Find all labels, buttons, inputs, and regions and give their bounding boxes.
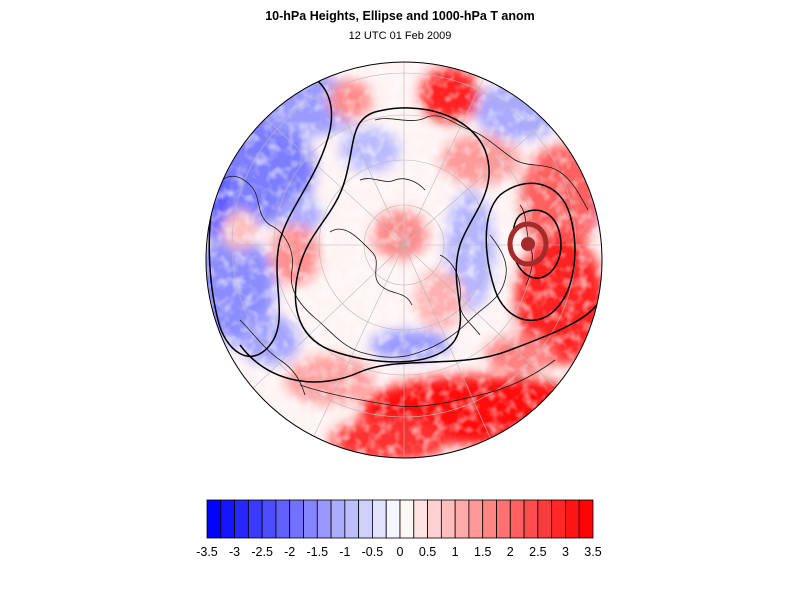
graticule (206, 62, 602, 458)
colorbar-swatch (344, 499, 360, 539)
colorbar-swatch (372, 499, 387, 539)
colorbar-tick-label: 0.5 (419, 545, 436, 559)
colorbar-swatch (261, 499, 277, 539)
map-subtitle: 12 UTC 01 Feb 2009 (348, 30, 452, 42)
colorbar-swatch (399, 499, 415, 539)
colorbar-tick-label: 1.5 (474, 545, 491, 559)
colorbar-swatch (234, 499, 249, 539)
globe-outline (205, 61, 603, 459)
colorbar-tick-label: -1.5 (307, 545, 329, 559)
colorbar-swatch (551, 499, 566, 539)
vortex-ellipse (507, 221, 549, 267)
colorbar-swatch (468, 499, 484, 539)
colorbar-swatch (275, 499, 291, 539)
colorbar-swatch (220, 499, 235, 539)
colorbar-swatch (537, 499, 553, 539)
colorbar-swatch (330, 499, 346, 539)
colorbar-swatch (509, 499, 525, 539)
colorbar-swatch (565, 499, 580, 539)
colorbar-swatch (206, 499, 222, 539)
colorbar-swatch (427, 499, 442, 539)
colorbar-tick-label: 1 (452, 545, 459, 559)
height-contours (208, 67, 601, 383)
colorbar-tick-label: -1 (339, 545, 350, 559)
colorbar-swatch (496, 499, 511, 539)
colorbar-tick-label: 2 (507, 545, 514, 559)
colorbar-tick-label: -3.5 (196, 545, 218, 559)
colorbar-swatch (385, 499, 401, 539)
colorbar-tick-label: 3 (562, 545, 569, 559)
map-title: 10-hPa Heights, Ellipse and 1000-hPa T a… (265, 9, 535, 23)
temperature-anomaly-field (206, 62, 602, 458)
colorbar-tick-label: -2 (284, 545, 295, 559)
colorbar-tick-label: 2.5 (529, 545, 546, 559)
colorbar-swatch (523, 499, 539, 539)
colorbar-swatch (413, 499, 428, 539)
colorbar-swatch (247, 499, 263, 539)
colorbar-swatch (358, 499, 373, 539)
colorbar-tick-label: 0 (397, 545, 404, 559)
colorbar-swatch (289, 499, 304, 539)
colorbar-ticks: -3.5 -3 -2.5 -2 -1.5 -1 -0.5 0 0.5 1 1.5 2 2.5 3 3.5 (196, 545, 602, 559)
colorbar-swatch (578, 499, 594, 539)
coastlines (214, 115, 589, 407)
colorbar-tick-label: -0.5 (362, 545, 384, 559)
colorbar-swatch (454, 499, 470, 539)
colorbar-swatch (440, 499, 456, 539)
colorbar: -3.5 -3 -2.5 -2 -1.5 -1 -0.5 0 0.5 1 1.5 2 2.5 3 3.5 (196, 499, 602, 559)
colorbar-tick-label: -3 (229, 545, 240, 559)
colorbar-swatch (316, 499, 332, 539)
colorbar-swatches (206, 499, 594, 539)
colorbar-tick-label: 3.5 (584, 545, 601, 559)
colorbar-swatch (303, 499, 318, 539)
colorbar-tick-label: -2.5 (251, 545, 273, 559)
colorbar-swatch (482, 499, 497, 539)
